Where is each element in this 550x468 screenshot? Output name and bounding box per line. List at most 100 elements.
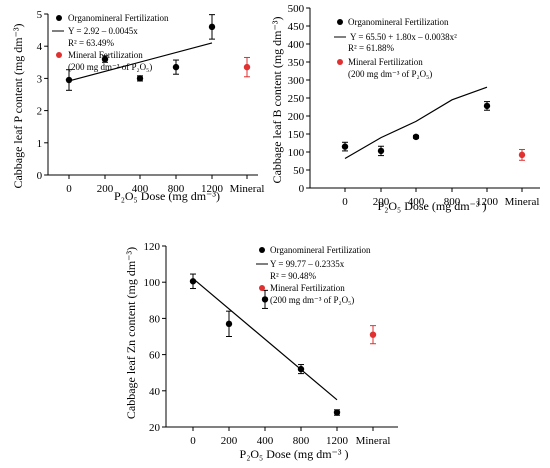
chart-p-marker bbox=[243, 63, 251, 71]
chart-p-point bbox=[243, 56, 251, 78]
chart-p-xtick-label: 800 bbox=[168, 183, 185, 195]
chart-p-legend-organo: Organomineral Fertilization bbox=[68, 13, 169, 23]
chart-b-xtick-label: 1200 bbox=[476, 196, 499, 208]
chart-b-xtick-label: 800 bbox=[444, 196, 461, 208]
chart-p-ytick-label: 3 bbox=[37, 73, 43, 85]
chart-b-point bbox=[483, 101, 491, 111]
chart-p-point bbox=[208, 14, 216, 40]
chart-p-legend: Organomineral Fertilization Y = 2.92 – 0… bbox=[52, 13, 169, 72]
chart-b-marker bbox=[412, 133, 420, 141]
chart-b-ytick-label: 400 bbox=[288, 39, 305, 51]
chart-zn-ytick-label: 20 bbox=[149, 422, 161, 434]
chart-zn-legend-fit-eq: Y = 99.77 – 0.2335x bbox=[270, 259, 345, 269]
chart-p-ytick-label: 4 bbox=[37, 41, 43, 53]
chart-p-ytick-label: 2 bbox=[37, 106, 43, 118]
chart-b-legend-mineral-marker bbox=[337, 59, 343, 65]
chart-p-ytick-label: 0 bbox=[37, 170, 43, 182]
chart-b-ytick-label: 200 bbox=[288, 111, 305, 123]
chart-zn-ytick-label: 40 bbox=[149, 386, 161, 398]
chart-p-legend-fit-r2: R² = 63.49% bbox=[68, 38, 115, 48]
chart-b-marker bbox=[483, 102, 491, 110]
chart-b-xlabel: P₂O₅ Dose (mg dm⁻³ ) bbox=[378, 199, 487, 213]
chart-p-fit-line bbox=[68, 42, 213, 82]
chart-b: Cabbage leaf B content (mg dm⁻³) P₂O₅ Do… bbox=[270, 3, 540, 213]
chart-b-marker bbox=[341, 143, 349, 150]
chart-zn-legend-mineral-sub: (200 mg dm⁻³ of P₂O₅) bbox=[270, 295, 354, 305]
chart-zn-marker bbox=[369, 331, 377, 338]
chart-p-xtick-label: Mineral bbox=[230, 183, 265, 195]
chart-zn-point bbox=[297, 364, 305, 375]
chart-p-legend-mineral: Mineral Fertilization bbox=[68, 50, 143, 60]
chart-b-ytick-label: 0 bbox=[299, 183, 305, 195]
chart-zn-xtick-label: 1200 bbox=[326, 435, 349, 447]
chart-p-legend-fit-eq: Y = 2.92 – 0.0045x bbox=[68, 26, 138, 36]
chart-zn: Cabbage leaf Zn content (mg dm⁻³) P₂O₅ D… bbox=[124, 241, 398, 461]
chart-p-xtick-label: 200 bbox=[97, 183, 114, 195]
chart-zn-point bbox=[261, 289, 269, 309]
chart-zn-legend-organo: Organomineral Fertilization bbox=[270, 245, 371, 255]
chart-p-xlabel: P₂O₅ Dose (mg dm⁻³) bbox=[114, 189, 220, 203]
chart-zn-xtick-label: Mineral bbox=[356, 435, 391, 447]
chart-p-point bbox=[136, 75, 144, 82]
chart-p-legend-mineral-sub: (200 mg dm⁻³ of P₂O₅) bbox=[68, 62, 152, 72]
chart-zn-point bbox=[189, 273, 197, 290]
chart-p-ytick-label: 5 bbox=[37, 9, 43, 21]
chart-zn-ytick-label: 100 bbox=[144, 277, 161, 289]
chart-b-ytick-label: 250 bbox=[288, 93, 305, 105]
chart-b-marker bbox=[377, 147, 385, 155]
chart-zn-point bbox=[333, 409, 341, 416]
chart-b-ytick-label: 350 bbox=[288, 57, 305, 69]
chart-zn-point bbox=[369, 325, 377, 345]
chart-b-point bbox=[412, 133, 420, 141]
chart-zn-xtick-label: 0 bbox=[190, 435, 196, 447]
chart-b-legend-mineral: Mineral Fertilization bbox=[348, 57, 423, 67]
chart-b-point bbox=[341, 141, 349, 152]
chart-b-ytick-label: 450 bbox=[288, 21, 305, 33]
chart-zn-legend-fit-r2: R² = 90.48% bbox=[270, 271, 317, 281]
chart-zn-marker bbox=[189, 278, 197, 285]
chart-b-ytick-label: 150 bbox=[288, 129, 305, 141]
chart-p-marker bbox=[101, 55, 109, 63]
chart-b-marker bbox=[518, 151, 526, 159]
chart-p-xtick-label: 400 bbox=[132, 183, 149, 195]
chart-zn-ylabel: Cabbage leaf Zn content (mg dm⁻³) bbox=[124, 247, 138, 419]
chart-zn-xtick-label: 800 bbox=[293, 435, 310, 447]
chart-p-marker bbox=[172, 63, 180, 71]
chart-zn-xlabel: P₂O₅ Dose (mg dm⁻³ ) bbox=[240, 447, 349, 461]
chart-b-legend: Organomineral Fertilization Y = 65.50 + … bbox=[334, 17, 457, 79]
chart-p-point bbox=[65, 69, 73, 91]
chart-zn-legend-organo-marker bbox=[259, 247, 265, 253]
chart-p-marker bbox=[136, 75, 144, 82]
chart-p-point bbox=[101, 55, 109, 63]
chart-b-ytick-label: 500 bbox=[288, 3, 305, 15]
chart-p-xtick-label: 1200 bbox=[201, 183, 224, 195]
chart-p-ytick-label: 1 bbox=[37, 138, 43, 150]
chart-zn-legend: Organomineral Fertilization Y = 99.77 – … bbox=[256, 245, 371, 305]
chart-b-point bbox=[518, 148, 526, 161]
chart-b-xtick-label: Mineral bbox=[505, 196, 540, 208]
chart-zn-xtick-label: 200 bbox=[221, 435, 238, 447]
chart-p-marker bbox=[208, 23, 216, 31]
chart-b-xtick-label: 400 bbox=[408, 196, 425, 208]
chart-b-xtick-label: 0 bbox=[342, 196, 348, 208]
chart-b-ytick-label: 100 bbox=[288, 147, 305, 159]
chart-p-legend-organo-marker bbox=[56, 15, 62, 21]
chart-zn-marker bbox=[261, 296, 269, 303]
chart-b-point bbox=[377, 145, 385, 157]
chart-b-fit-curve bbox=[344, 86, 488, 160]
chart-b-xtick-label: 200 bbox=[373, 196, 390, 208]
chart-b-legend-fit-r2: R² = 61.88% bbox=[348, 43, 395, 53]
chart-b-legend-fit-eq: Y = 65.50 + 1.80x – 0.0038x² bbox=[350, 32, 457, 42]
chart-p-legend-mineral-marker bbox=[56, 52, 62, 58]
chart-p-ylabel: Cabbage leaf P content (mg dm⁻³) bbox=[11, 23, 25, 188]
chart-p: Cabbage leaf P content (mg dm⁻³) P₂O₅ Do… bbox=[11, 9, 264, 203]
chart-b-legend-organo: Organomineral Fertilization bbox=[348, 17, 449, 27]
chart-zn-marker bbox=[333, 409, 341, 416]
chart-b-ytick-label: 300 bbox=[288, 75, 305, 87]
chart-zn-legend-mineral: Mineral Fertilization bbox=[270, 283, 345, 293]
chart-zn-marker bbox=[225, 320, 233, 328]
chart-zn-ytick-label: 80 bbox=[149, 313, 161, 325]
chart-p-xtick-label: 0 bbox=[66, 183, 72, 195]
chart-zn-fit-line bbox=[192, 278, 338, 401]
